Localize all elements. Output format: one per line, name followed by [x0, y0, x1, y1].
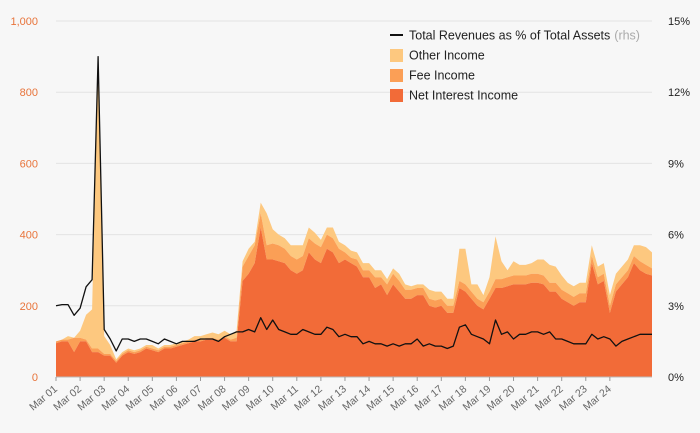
y-right-tick-label: 0%: [668, 372, 684, 384]
legend-suffix: (rhs): [614, 29, 640, 43]
legend-item: Net Interest Income: [390, 89, 518, 103]
legend-item: Fee Income: [390, 69, 475, 83]
legend-label: Other Income: [409, 49, 485, 63]
legend: Total Revenues as % of Total Assets (rhs)…: [390, 29, 640, 103]
y-left-tick-label: 400: [20, 230, 38, 242]
area-net-interest-income: [56, 227, 652, 377]
y-right-tick-label: 9%: [668, 158, 684, 170]
y-right-tick-label: 3%: [668, 301, 684, 313]
legend-swatch-box: [390, 49, 403, 62]
legend-swatch-box: [390, 89, 403, 102]
y-right-tick-label: 15%: [668, 16, 690, 28]
line-layer: [55, 55, 652, 352]
line-total-revenues-pct: [55, 55, 652, 352]
right-axis: 0% 3% 6% 9% 12% 15%: [668, 16, 690, 384]
left-axis: 0 200 400 600 800 1,000: [10, 16, 38, 384]
legend-label: Net Interest Income: [409, 89, 518, 103]
y-left-tick-label: 200: [20, 301, 38, 313]
y-right-tick-label: 12%: [668, 87, 690, 99]
area-layer: [56, 56, 652, 377]
y-right-tick-label: 6%: [668, 230, 684, 242]
y-left-tick-label: 0: [32, 372, 38, 384]
x-tick-label: Mar 24: [581, 383, 614, 413]
legend-item: Total Revenues as % of Total Assets (rhs): [390, 29, 640, 43]
legend-item: Other Income: [390, 49, 485, 63]
legend-label: Fee Income: [409, 69, 475, 83]
y-left-tick-label: 600: [20, 158, 38, 170]
y-left-tick-label: 800: [20, 87, 38, 99]
y-left-tick-label: 1,000: [10, 16, 38, 28]
legend-swatch-box: [390, 69, 403, 82]
legend-label: Total Revenues as % of Total Assets (rhs): [409, 29, 640, 43]
